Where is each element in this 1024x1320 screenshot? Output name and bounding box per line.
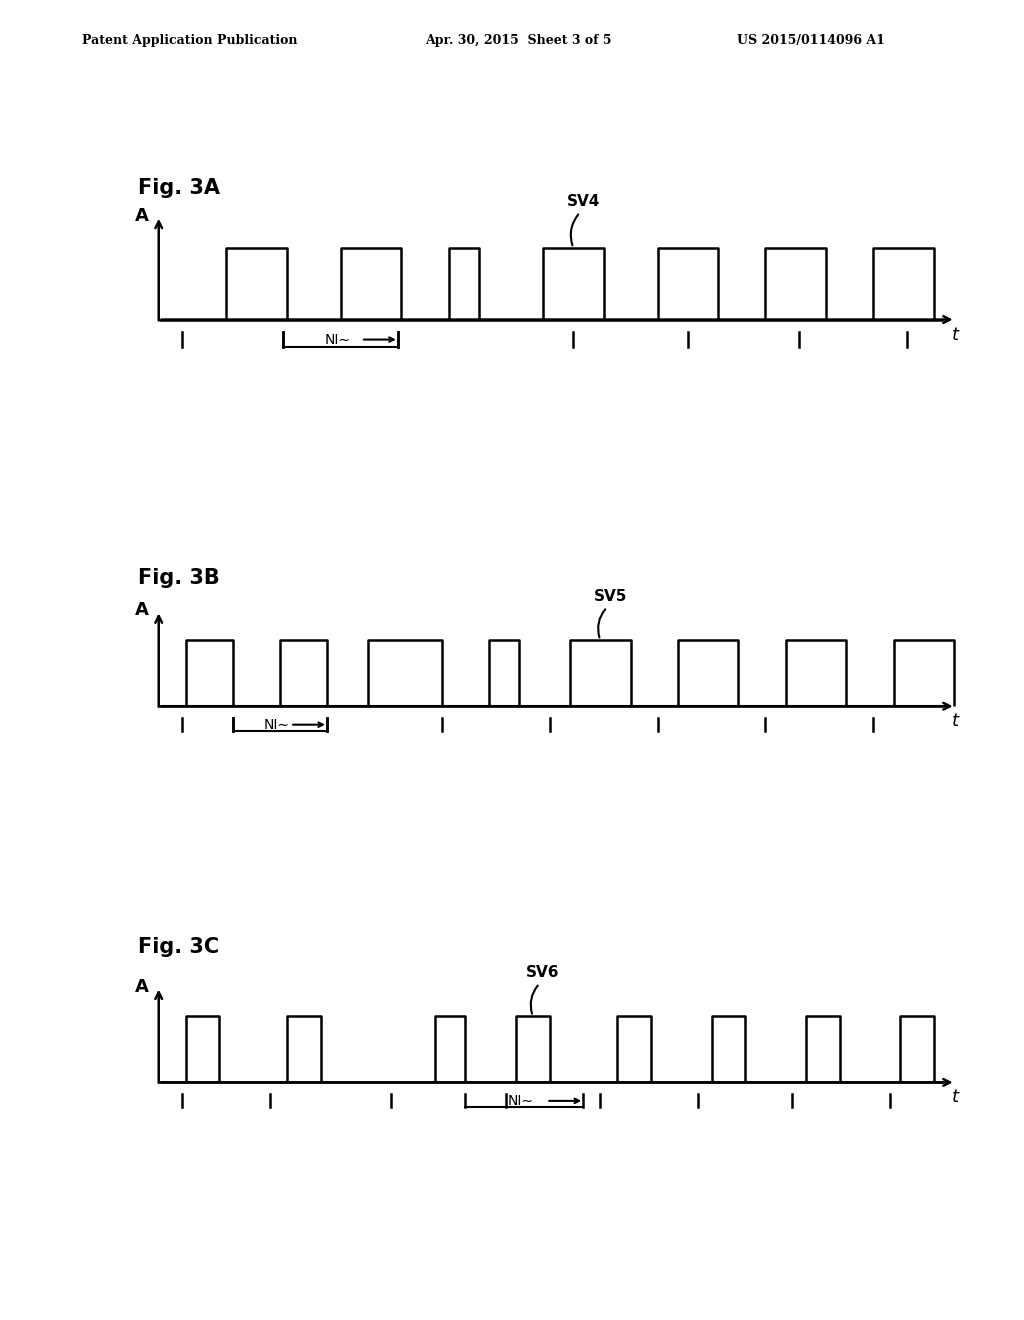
Text: NI∼: NI∼ [325, 333, 350, 347]
Text: A: A [135, 602, 148, 619]
Text: NI∼: NI∼ [264, 718, 290, 731]
Text: Patent Application Publication: Patent Application Publication [82, 34, 297, 48]
Text: SV5: SV5 [594, 589, 627, 603]
Text: t: t [952, 711, 959, 730]
Text: t: t [952, 1088, 959, 1106]
Text: Fig. 3B: Fig. 3B [138, 568, 220, 587]
Text: US 2015/0114096 A1: US 2015/0114096 A1 [737, 34, 885, 48]
Text: Fig. 3C: Fig. 3C [138, 937, 219, 957]
Text: Apr. 30, 2015  Sheet 3 of 5: Apr. 30, 2015 Sheet 3 of 5 [425, 34, 611, 48]
Text: SV4: SV4 [566, 194, 600, 209]
Text: A: A [135, 978, 148, 995]
Text: t: t [952, 326, 959, 345]
Text: SV6: SV6 [526, 965, 560, 979]
Text: A: A [135, 207, 148, 224]
Text: Fig. 3A: Fig. 3A [138, 178, 220, 198]
Text: NI∼: NI∼ [508, 1094, 535, 1107]
